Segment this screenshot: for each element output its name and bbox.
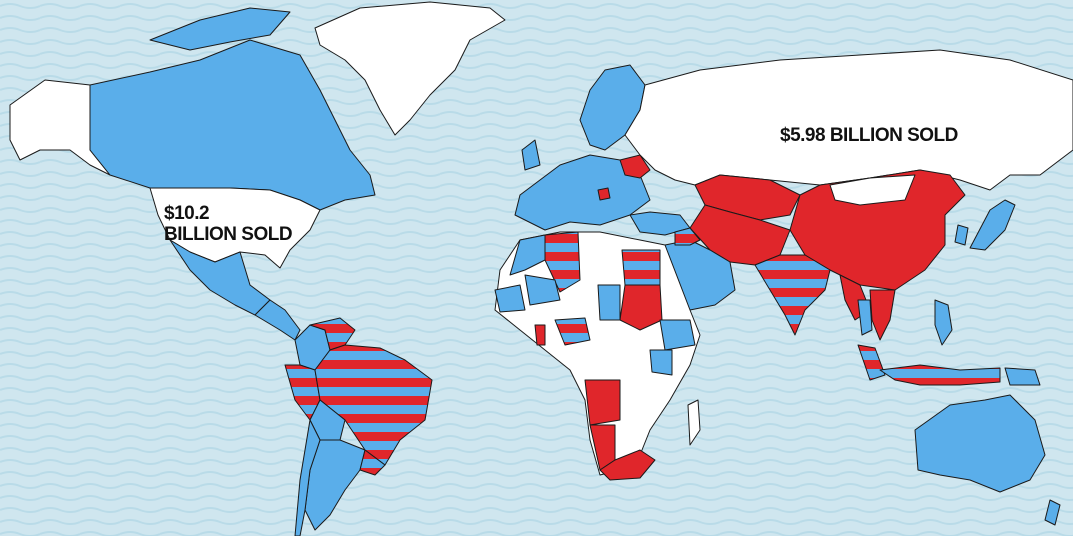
kenya xyxy=(649,349,673,376)
indonesia xyxy=(879,364,1001,386)
iraq xyxy=(674,227,701,246)
us-sales-unit: BILLION SOLD xyxy=(164,224,293,245)
south-africa xyxy=(599,449,656,481)
uruguay xyxy=(359,449,386,476)
egypt xyxy=(621,249,661,286)
us-sales-amount: $10.2 xyxy=(164,203,210,224)
alaska xyxy=(9,79,111,176)
uk xyxy=(521,139,541,171)
ghana xyxy=(534,324,546,346)
chile xyxy=(294,419,321,536)
chad xyxy=(597,284,621,321)
sudan xyxy=(619,284,663,331)
greenland xyxy=(314,1,506,136)
papua-new-guinea xyxy=(1004,367,1041,386)
canada-islands xyxy=(149,7,291,51)
mongolia xyxy=(829,174,916,206)
ethiopia xyxy=(659,319,696,351)
nigeria xyxy=(554,317,591,346)
russia-sales-label: $5.98 BILLION SOLD xyxy=(780,125,958,146)
west-africa xyxy=(494,284,526,313)
madagascar xyxy=(687,399,701,446)
south-korea xyxy=(954,224,969,246)
mali xyxy=(524,274,561,306)
belarus xyxy=(619,154,651,179)
new-zealand xyxy=(1044,499,1061,526)
russia xyxy=(624,49,1073,191)
india xyxy=(754,254,831,336)
japan xyxy=(969,199,1016,251)
australia xyxy=(914,394,1046,493)
vietnam xyxy=(869,289,896,341)
angola xyxy=(584,379,621,426)
philippines xyxy=(934,299,953,346)
algeria xyxy=(544,231,581,293)
us-sales-label: $10.2 BILLION SOLD xyxy=(164,203,294,247)
serbia xyxy=(597,187,611,201)
morocco xyxy=(509,234,546,276)
central-america xyxy=(254,299,301,341)
malaysia xyxy=(857,344,886,381)
thailand xyxy=(857,299,873,336)
